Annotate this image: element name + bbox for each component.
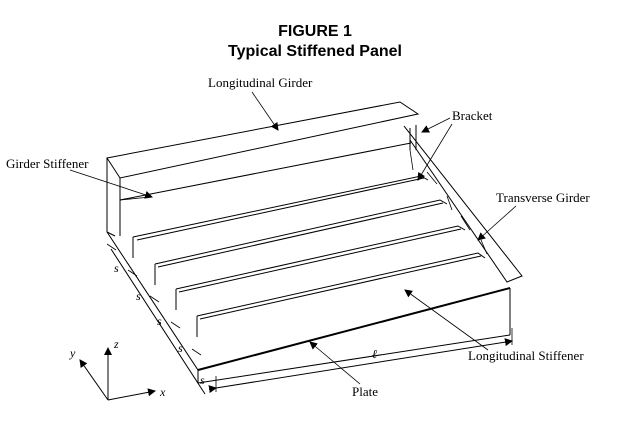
spacing-label-3: s bbox=[157, 314, 162, 328]
figure-subtitle: Typical Stiffened Panel bbox=[228, 43, 402, 60]
x-axis-arrow bbox=[107, 388, 156, 401]
longitudinal-girder bbox=[106, 101, 420, 236]
spacing-label-4: s bbox=[178, 341, 183, 355]
figure-title: FIGURE 1 bbox=[278, 23, 352, 40]
bracket-label: Bracket bbox=[452, 108, 493, 123]
longitudinal-stiffeners bbox=[132, 175, 486, 337]
plate-label: Plate bbox=[352, 384, 378, 399]
transverse-girder bbox=[403, 125, 523, 283]
spacing-label-2: s bbox=[136, 289, 141, 303]
y-axis-label: y bbox=[69, 346, 76, 360]
girder-stiffener-label: Girder Stiffener bbox=[6, 156, 89, 171]
bracket-leader-1 bbox=[421, 117, 451, 133]
spacing-dimension: s s s s s bbox=[106, 243, 206, 395]
length-label: ℓ bbox=[372, 347, 377, 361]
girder-stiffener-leader bbox=[69, 169, 153, 199]
y-axis-arrow bbox=[79, 359, 109, 401]
spacing-label-1: s bbox=[114, 261, 119, 275]
spacing-label-5: s bbox=[200, 373, 205, 387]
plate bbox=[106, 231, 511, 384]
longitudinal-girder-leader bbox=[251, 91, 279, 131]
transverse-girder-leader bbox=[477, 205, 517, 241]
x-axis-label: x bbox=[159, 385, 166, 399]
z-axis-label: z bbox=[113, 337, 119, 351]
length-dimension: ℓ bbox=[208, 328, 513, 394]
longitudinal-girder-label: Longitudinal Girder bbox=[208, 75, 313, 90]
transverse-girder-label: Transverse Girder bbox=[496, 190, 590, 205]
coordinate-axes: x y z bbox=[69, 337, 166, 401]
longitudinal-stiffener-leader bbox=[404, 289, 489, 351]
plate-leader bbox=[309, 341, 361, 385]
bracket-leader-2 bbox=[417, 123, 453, 181]
longitudinal-stiffener-label: Longitudinal Stiffener bbox=[468, 348, 584, 363]
